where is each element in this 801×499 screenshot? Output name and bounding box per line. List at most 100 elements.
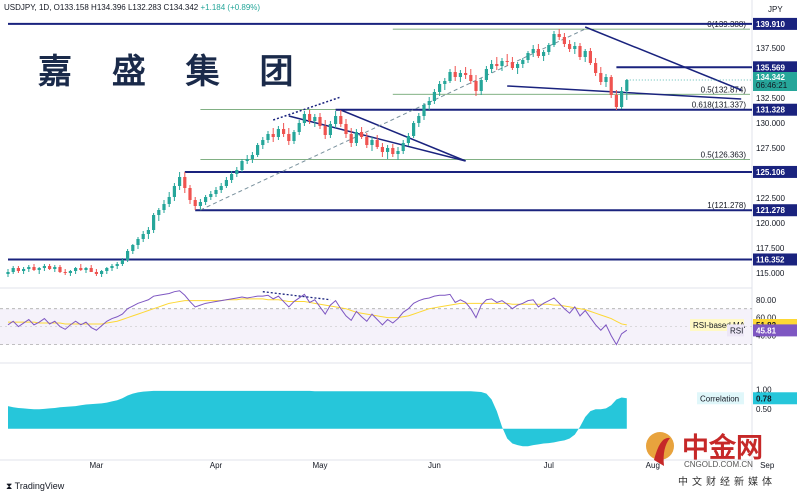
candle-body xyxy=(193,200,197,206)
candle-body xyxy=(505,61,509,62)
candle-body xyxy=(547,45,551,52)
current-price-tag xyxy=(753,72,797,91)
candle-body xyxy=(401,143,405,151)
candle-body xyxy=(63,272,67,273)
candle-body xyxy=(588,51,592,63)
change-label: +1.184 (+0.89%) xyxy=(200,3,261,12)
trendline xyxy=(340,109,466,162)
candle-body xyxy=(365,137,369,145)
y-tick-label: 127.500 xyxy=(756,144,785,153)
correlation-area xyxy=(8,390,627,447)
candle-body xyxy=(146,230,150,234)
candle-body xyxy=(443,81,447,84)
candle-body xyxy=(141,234,145,239)
correlation-value-tag xyxy=(753,392,797,405)
candle-body xyxy=(339,116,343,124)
trendline xyxy=(272,96,342,121)
x-tick-label: Mar xyxy=(90,461,104,470)
candle-body xyxy=(204,197,208,202)
candle-body xyxy=(68,271,72,273)
cngold-logo: 中金网 CNGOLD.COM.CN 中文财经新媒体 xyxy=(640,420,798,490)
candle-body xyxy=(479,80,483,91)
candle-body xyxy=(297,123,301,132)
candle-body xyxy=(469,75,473,81)
candle-body xyxy=(448,72,452,81)
candle-body xyxy=(178,177,182,186)
candle-body xyxy=(48,266,52,269)
fib-level-label: 1(121.278) xyxy=(707,201,746,210)
x-tick-label: Jun xyxy=(428,461,441,470)
key-level-label: 125.106 xyxy=(756,168,785,177)
candle-body xyxy=(557,34,561,37)
candle-body xyxy=(183,177,187,188)
candle-body xyxy=(620,91,624,107)
y-tick-label: 130.000 xyxy=(756,119,785,128)
candle-body xyxy=(573,46,577,49)
brand-watermark: 嘉 盛 集 团 xyxy=(38,52,308,92)
trendline xyxy=(584,26,742,91)
key-level-label: 116.352 xyxy=(756,255,785,264)
fib-level-label: 0.618(131.337) xyxy=(692,101,747,110)
candle-body xyxy=(282,129,286,134)
candle-body xyxy=(604,77,608,82)
correlation-tick-label: 0.50 xyxy=(756,405,772,414)
fib-level-label: 0.5(132.874) xyxy=(701,85,747,94)
rsi-ma-legend-label: RSI-based MA xyxy=(693,321,746,330)
countdown-label: 06:46:21 xyxy=(756,81,788,90)
candle-body xyxy=(495,64,499,66)
candle-body xyxy=(323,126,327,135)
candle-body xyxy=(375,140,379,147)
candle-body xyxy=(256,145,260,155)
candle-body xyxy=(235,170,239,174)
candle-body xyxy=(412,123,416,136)
candle-body xyxy=(110,266,114,268)
candle-body xyxy=(542,52,546,56)
rsi-legend-box xyxy=(727,324,744,337)
candle-body xyxy=(417,116,421,123)
candle-body xyxy=(568,44,572,49)
candle-body xyxy=(266,134,270,140)
candle-body xyxy=(427,101,431,105)
trendline xyxy=(507,85,742,100)
candle-body xyxy=(531,49,535,53)
x-tick-label: Jul xyxy=(544,461,554,470)
candle-body xyxy=(94,272,98,274)
chart-header: USDJPY, 1D, O133.158 H134.396 L132.283 C… xyxy=(4,3,260,12)
correlation-legend-box xyxy=(697,392,744,405)
key-level-tag xyxy=(753,17,797,30)
candle-body xyxy=(516,64,520,68)
candle-body xyxy=(209,194,213,197)
key-level-label: 139.910 xyxy=(756,20,785,29)
candle-body xyxy=(308,114,312,121)
candle-body xyxy=(318,117,322,126)
correlation-value: 0.78 xyxy=(756,394,772,403)
candle-body xyxy=(126,251,130,260)
rsi-value: 45.81 xyxy=(756,326,777,335)
candle-body xyxy=(292,132,296,141)
key-level-tag xyxy=(753,103,797,116)
candle-body xyxy=(261,140,265,145)
candle-body xyxy=(42,266,46,268)
rsi-value-tag xyxy=(753,324,797,337)
ohlc-label: O133.158 H134.396 L132.283 C134.342 xyxy=(53,3,199,12)
candle-body xyxy=(391,148,395,154)
candle-body xyxy=(245,159,249,161)
candle-body xyxy=(224,180,228,186)
candle-body xyxy=(79,268,83,270)
candle-body xyxy=(16,268,20,271)
y-tick-label: 122.500 xyxy=(756,194,785,203)
rsi-divergence-line xyxy=(262,291,331,301)
candle-body xyxy=(354,132,358,143)
candle-body xyxy=(230,174,234,180)
candle-body xyxy=(406,136,410,143)
candle-body xyxy=(432,92,436,101)
candle-body xyxy=(89,268,93,272)
candle-body xyxy=(396,151,400,154)
candle-body xyxy=(240,161,244,170)
key-level-label: 121.278 xyxy=(756,206,785,215)
candle-body xyxy=(438,84,442,92)
candle-body xyxy=(271,134,275,137)
candle-body xyxy=(152,215,156,230)
fib-level-label: 0.5(126.363) xyxy=(701,150,747,159)
